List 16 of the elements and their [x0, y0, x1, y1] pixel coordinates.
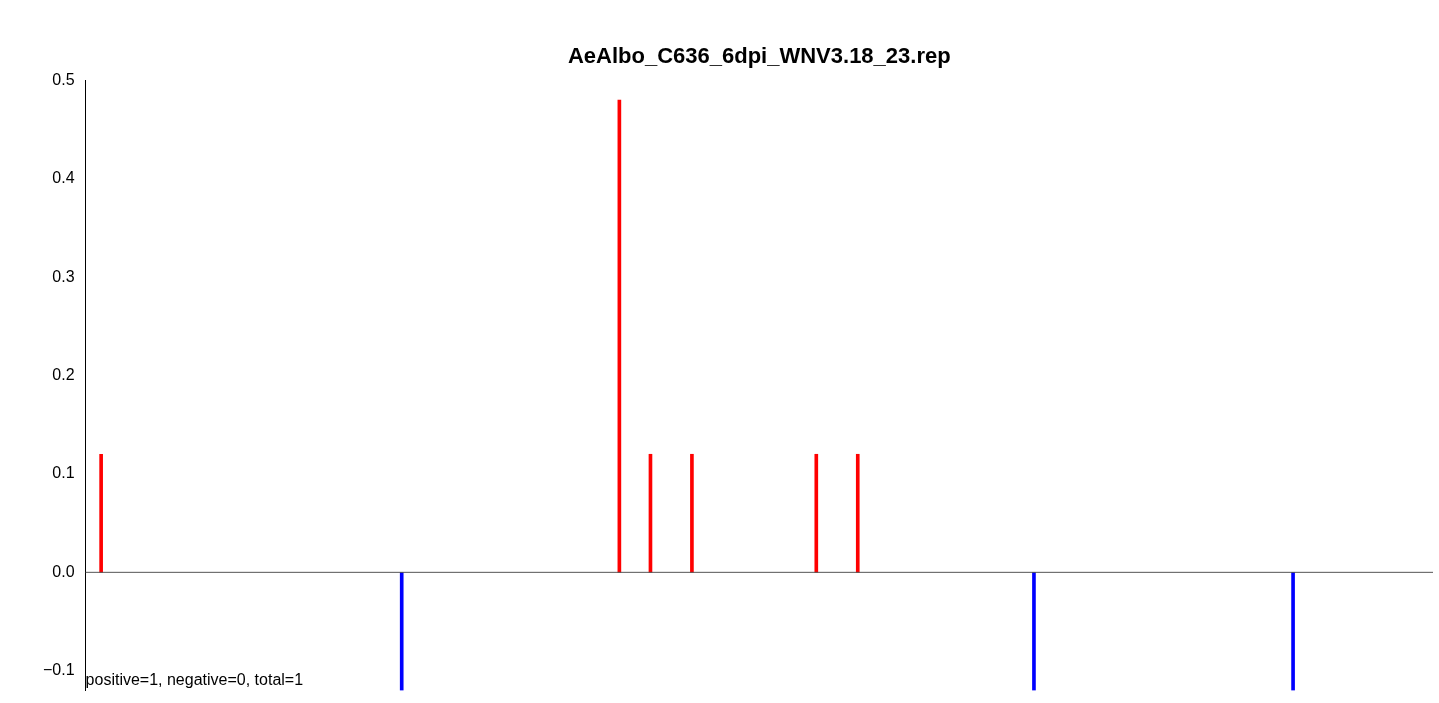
bar: [814, 453, 819, 573]
y-tick-label: 0.1: [52, 464, 75, 482]
bar: [855, 453, 860, 573]
bar: [1032, 572, 1036, 691]
y-tick-label: 0.3: [52, 267, 75, 285]
bar: [1291, 572, 1295, 691]
y-tick-label: −0.1: [42, 661, 75, 679]
chart-title: AeAlbo_C636_6dpi_WNV3.18_23.rep: [567, 43, 951, 69]
y-tick-label: 0.0: [52, 562, 75, 580]
bar: [690, 453, 694, 573]
bar: [399, 572, 404, 691]
annotation: positive=1, negative=0, total=1: [85, 670, 304, 688]
y-tick-label: 0.4: [52, 169, 75, 187]
y-tick-label: 0.5: [52, 70, 75, 88]
bar: [99, 453, 103, 573]
y-tick-label: 0.2: [52, 365, 75, 383]
